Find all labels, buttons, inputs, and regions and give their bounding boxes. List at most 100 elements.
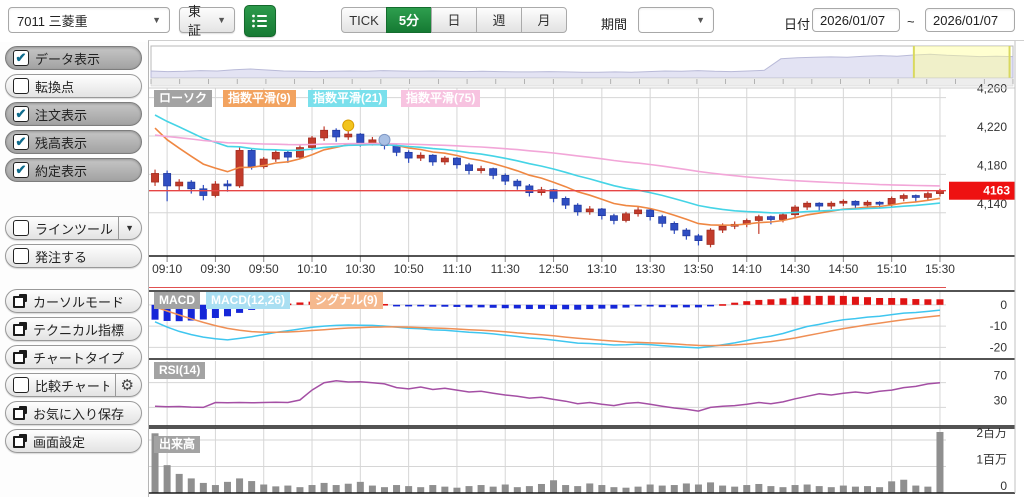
interval-button-週[interactable]: 週 <box>476 7 522 33</box>
rsi-line <box>154 380 941 412</box>
navigator-area <box>150 53 1014 79</box>
time-tick-label: 09:30 <box>200 262 230 276</box>
legend-chip-rsi: RSI(14) <box>154 362 206 379</box>
ema21-line <box>154 114 941 214</box>
time-tick-label: 13:50 <box>683 262 713 276</box>
execution-marker-yellow <box>342 119 355 132</box>
navigator <box>150 45 1014 87</box>
checkbox-icon[interactable] <box>13 377 29 393</box>
sidebar: ✔ データ表示 転換点 ✔ 注文表示 ✔ 残高表示 ✔ 約定表示 ラインツール ▼ 発注する カーソルモ… <box>0 42 148 497</box>
axis-label: 4,260 <box>977 82 1007 96</box>
list-icon <box>252 14 267 28</box>
sidebar-button-label: データ表示 <box>35 51 101 67</box>
checkbox-icon[interactable] <box>13 248 29 264</box>
sidebar-button-chart-type[interactable]: チャートタイプ <box>5 345 142 369</box>
time-tick-label: 10:10 <box>297 262 327 276</box>
axis-label: 70 <box>994 369 1008 383</box>
sidebar-button-label: 画面設定 <box>33 434 86 450</box>
time-tick-label: 13:10 <box>587 262 617 276</box>
chevron-down-icon[interactable]: ▼ <box>118 217 134 239</box>
panel-borders <box>149 41 1016 494</box>
macd-signal-line <box>154 306 941 347</box>
axis-label: -10 <box>990 319 1008 333</box>
sidebar-button-label: チャートタイプ <box>33 350 124 366</box>
sidebar-button-label: 比較チャート <box>35 378 109 394</box>
navigator-selection[interactable] <box>913 46 1010 78</box>
axis-label: 4,220 <box>977 120 1007 134</box>
checkbox-icon[interactable] <box>13 78 29 94</box>
sidebar-button-line-tool[interactable]: ラインツール ▼ <box>5 216 142 240</box>
interval-button-日[interactable]: 日 <box>431 7 477 33</box>
execution-marker-blue <box>378 133 391 146</box>
window-icon <box>13 434 27 448</box>
sidebar-button-technical-indicator[interactable]: テクニカル指標 <box>5 317 142 341</box>
axis-label: 2百万 <box>976 426 1007 440</box>
date-label: 日付 <box>784 17 811 32</box>
sidebar-button-label: 発注する <box>35 249 88 265</box>
axis-label: 30 <box>994 393 1008 407</box>
chart-svg[interactable]: 4,260 4,220 4,180 4,140 0 -10 -20 70 30 2百万 1百万 0 09… <box>149 41 1024 497</box>
legend-chip-signal-line: シグナル(9) <box>310 292 383 309</box>
macd-line <box>154 309 941 349</box>
volume-panel <box>151 431 944 493</box>
sidebar-button-execution-display[interactable]: ✔ 約定表示 <box>5 158 142 182</box>
checkbox-icon[interactable]: ✔ <box>13 106 29 122</box>
interval-button-5分[interactable]: 5分 <box>386 7 432 33</box>
interval-button-TICK[interactable]: TICK <box>341 7 387 33</box>
sidebar-button-data-display[interactable]: ✔ データ表示 <box>5 46 142 70</box>
sidebar-button-balance-display[interactable]: ✔ 残高表示 <box>5 130 142 154</box>
time-tick-label: 09:50 <box>249 262 279 276</box>
period-label: 期間 <box>601 17 628 32</box>
stock-symbol-label: 7011 三菱重 <box>17 13 88 29</box>
exchange-label: 東証 <box>188 4 202 38</box>
checkbox-icon[interactable]: ✔ <box>13 134 29 150</box>
date-from-input[interactable] <box>812 8 900 32</box>
sidebar-button-label: 残高表示 <box>35 135 88 151</box>
axis-label: -20 <box>990 340 1008 354</box>
time-tick-label: 11:30 <box>491 262 520 276</box>
time-tick-label: 15:30 <box>925 262 955 276</box>
axis-label: 1百万 <box>976 452 1007 466</box>
time-tick-label: 12:50 <box>539 262 569 276</box>
chevron-down-icon: ▼ <box>152 15 161 25</box>
time-tick-label: 09:10 <box>152 262 182 276</box>
sidebar-button-screen-settings[interactable]: 画面設定 <box>5 429 142 453</box>
legend-chip-ema75: 指数平滑(75) <box>401 90 481 107</box>
sidebar-button-label: 転換点 <box>35 79 75 95</box>
time-tick-label: 14:30 <box>780 262 810 276</box>
exchange-select[interactable]: 東証 ▼ <box>179 4 235 38</box>
gear-icon[interactable]: ⚙ <box>114 374 134 396</box>
sidebar-button-favorite-save[interactable]: お気に入り保存 <box>5 401 142 425</box>
watchlist-button[interactable] <box>244 5 276 37</box>
sidebar-button-place-order[interactable]: 発注する <box>5 244 142 268</box>
stock-symbol-select[interactable]: 7011 三菱重 ▼ <box>8 7 170 33</box>
sidebar-button-order-display[interactable]: ✔ 注文表示 <box>5 102 142 126</box>
date-to-input[interactable] <box>925 8 1015 32</box>
window-icon <box>13 322 27 336</box>
sidebar-button-label: テクニカル指標 <box>33 322 125 338</box>
date-range-separator: ~ <box>907 14 915 29</box>
checkbox-icon[interactable] <box>13 220 29 236</box>
current-price-badge-label: 4163 <box>983 184 1010 198</box>
interval-group: TICK 5分日週月 <box>341 7 567 33</box>
checkbox-icon[interactable]: ✔ <box>13 50 29 66</box>
sidebar-button-compare-chart[interactable]: 比較チャート ⚙ <box>5 373 142 397</box>
legend-chip-ema21: 指数平滑(21) <box>308 90 388 107</box>
axis-label: 0 <box>1000 298 1007 312</box>
interval-button-月[interactable]: 月 <box>521 7 567 33</box>
checkbox-icon[interactable]: ✔ <box>13 162 29 178</box>
time-tick-label: 13:30 <box>635 262 665 276</box>
legend-chip-macd: MACD <box>154 292 200 309</box>
window-icon <box>13 406 27 420</box>
price-panel: 4163 <box>149 114 1015 248</box>
time-tick-label: 14:50 <box>828 262 858 276</box>
window-icon <box>13 350 27 364</box>
period-select[interactable]: ▼ <box>638 7 714 33</box>
chevron-down-icon: ▼ <box>217 15 226 25</box>
sidebar-button-cursor-mode[interactable]: カーソルモード <box>5 289 142 313</box>
sidebar-button-turning-point[interactable]: 転換点 <box>5 74 142 98</box>
time-tick-label: 15:10 <box>877 262 907 276</box>
time-tick-label: 10:30 <box>345 262 375 276</box>
time-tick-label: 10:50 <box>394 262 424 276</box>
